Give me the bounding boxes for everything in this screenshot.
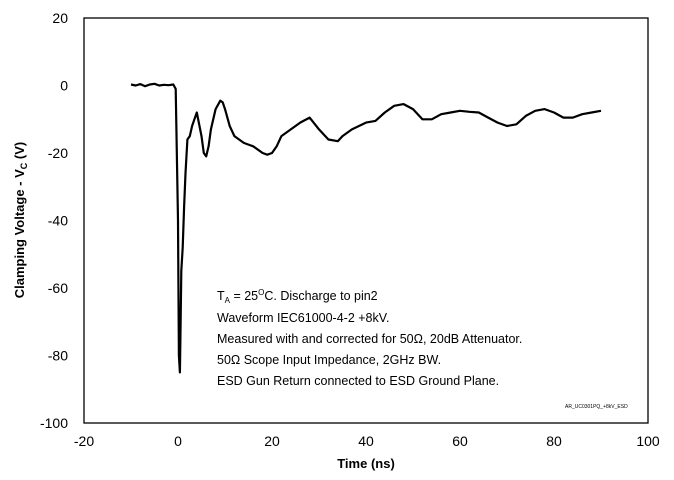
y-tick-label: -60 [48,280,68,296]
y-tick-label: -20 [48,145,68,161]
y-axis-label-end: (V) [12,142,27,163]
x-axis-label: Time (ns) [337,456,395,471]
series-line-clamping-voltage [130,82,602,374]
annotation-temp: = 25 [230,289,258,303]
annotation-line-1: TA = 25OC. Discharge to pin2 [217,288,378,305]
x-tick-labels: -20 0 20 40 60 80 100 [74,433,660,449]
y-tick-label: 20 [52,10,68,26]
y-tick-label: 0 [60,78,68,94]
x-tick-label: 40 [358,433,374,449]
x-tick-label: 60 [452,433,468,449]
x-tick-label: -20 [74,433,94,449]
figure-id-label: AR_UC0301PQ_+8kV_ESD [565,404,628,410]
y-tick-label: -100 [40,415,68,431]
y-axis-label: Clamping Voltage - VC (V) [12,142,29,299]
y-tick-label: -80 [48,348,68,364]
y-tick-labels: 20 0 -20 -40 -60 -80 -100 [40,10,68,431]
annotation-line-3: Measured with and corrected for 50Ω, 20d… [217,332,522,346]
x-tick-label: 100 [636,433,660,449]
y-axis-label-main: Clamping Voltage - V [12,169,27,298]
x-tick-label: 20 [264,433,280,449]
x-tick-label: 80 [546,433,562,449]
annotation-t: T [217,289,225,303]
annotation-line-4: 50Ω Scope Input Impedance, 2GHz BW. [217,353,441,367]
y-tick-label: -40 [48,213,68,229]
annotation-discharge: C. Discharge to pin2 [264,289,377,303]
y-axis-label-sub: C [19,162,29,169]
annotation-line-5: ESD Gun Return connected to ESD Ground P… [217,374,499,388]
annotation-t-sub: A [225,296,231,305]
annotation-degree: O [258,288,264,297]
x-tick-label: 0 [174,433,182,449]
annotation-box: TA = 25OC. Discharge to pin2 Waveform IE… [217,288,522,388]
annotation-line-2: Waveform IEC61000-4-2 +8kV. [217,311,389,325]
